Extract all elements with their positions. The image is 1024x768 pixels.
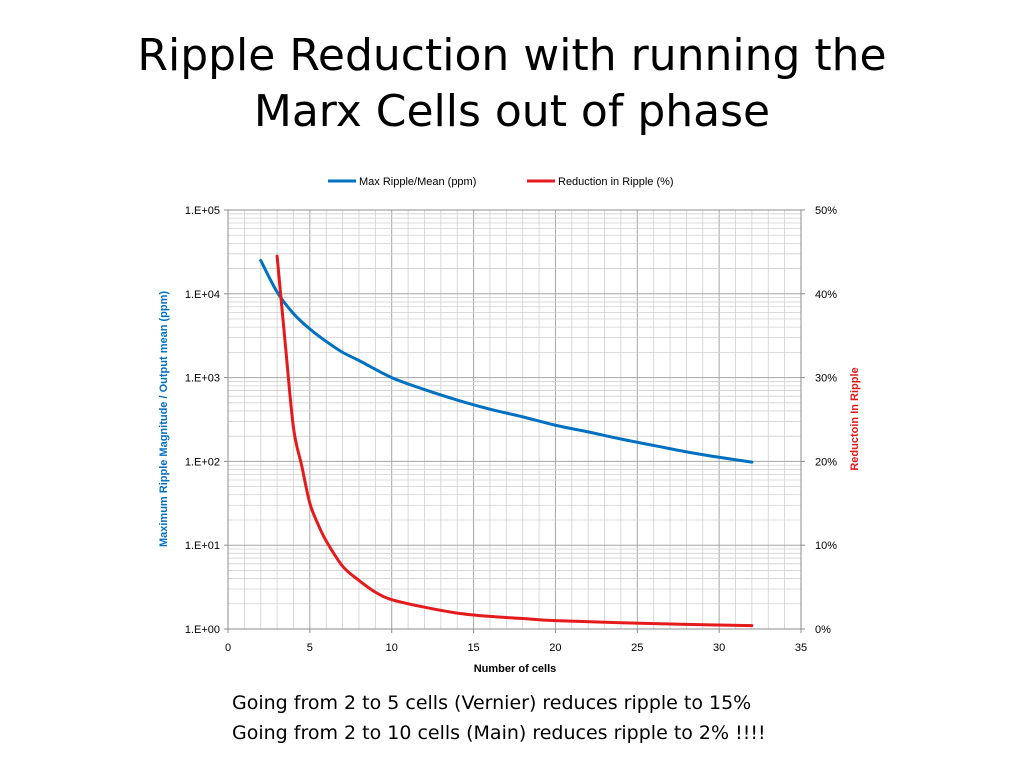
y-axis-right: 0% 10% 20% 30% 40% 50% (801, 205, 837, 636)
y-axis-label-right: Reductoin In Ripple (849, 367, 861, 470)
y-tick-label: 1.E+02 (185, 456, 220, 468)
y2-tick-label: 0% (815, 624, 831, 636)
x-tick-label: 10 (386, 642, 398, 654)
x-axis: 0 5 10 15 20 25 30 35 (225, 629, 807, 654)
y-tick-label: 1.E+03 (185, 373, 220, 385)
caption-line-2: Going from 2 to 10 cells (Main) reduces … (232, 722, 766, 744)
legend: Max Ripple/Mean (ppm) Reduction in Rippl… (328, 176, 674, 188)
title-line-1: Ripple Reduction with running the (137, 30, 887, 81)
caption: Going from 2 to 5 cells (Vernier) reduce… (232, 688, 766, 748)
grid (228, 210, 801, 629)
legend-label-reduction: Reduction in Ripple (%) (558, 176, 674, 188)
x-tick-label: 0 (225, 642, 231, 654)
x-tick-label: 20 (549, 642, 561, 654)
y2-tick-label: 50% (815, 205, 837, 217)
x-tick-label: 15 (467, 642, 479, 654)
x-tick-label: 35 (795, 642, 807, 654)
slide-title: Ripple Reduction with running the Marx C… (0, 28, 1024, 140)
plot-area-border (227, 209, 802, 630)
y2-tick-label: 20% (815, 456, 837, 468)
x-axis-label: Number of cells (474, 663, 557, 675)
series-line-ripple (259, 258, 754, 464)
y2-tick-label: 30% (815, 373, 837, 385)
x-tick-label: 25 (631, 642, 643, 654)
title-line-2: Marx Cells out of phase (253, 86, 771, 137)
caption-line-1: Going from 2 to 5 cells (Vernier) reduce… (232, 692, 752, 714)
series-line-reduction (275, 254, 754, 628)
series-lines (259, 254, 754, 628)
y-tick-label: 1.E+00 (185, 624, 220, 636)
y-axis-left: 1.E+00 1.E+01 1.E+02 1.E+03 1.E+04 1.E+05 (185, 205, 228, 636)
legend-label-ripple: Max Ripple/Mean (ppm) (359, 176, 476, 188)
y-tick-label: 1.E+04 (185, 289, 220, 301)
y2-tick-label: 10% (815, 540, 837, 552)
y-axis-label-left: Maximum Ripple Magnitude / Output mean (… (158, 291, 170, 547)
y-tick-label: 1.E+05 (185, 205, 220, 217)
y-tick-label: 1.E+01 (185, 540, 220, 552)
x-tick-label: 30 (713, 642, 725, 654)
y2-tick-label: 40% (815, 289, 837, 301)
x-tick-label: 5 (307, 642, 313, 654)
